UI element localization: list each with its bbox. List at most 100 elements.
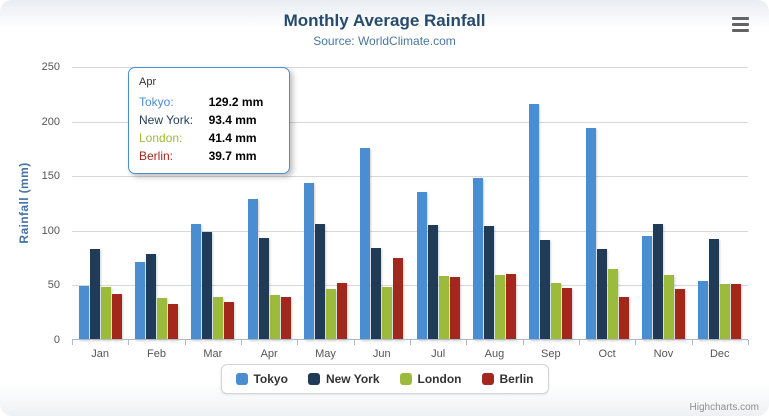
bar-new-york-apr[interactable] xyxy=(258,238,269,340)
x-axis-tick-label: Nov xyxy=(653,348,674,360)
legend-item-london[interactable]: London xyxy=(399,372,462,386)
bar-tokyo-aug[interactable] xyxy=(472,178,483,340)
legend-item-new-york[interactable]: New York xyxy=(307,372,380,386)
tooltip-series-name: Berlin: xyxy=(139,149,174,163)
bar-london-apr[interactable] xyxy=(269,295,280,340)
bar-berlin-apr[interactable] xyxy=(280,297,291,340)
bar-london-jan[interactable] xyxy=(100,287,111,340)
legend: Tokyo New York London Berlin xyxy=(220,364,549,394)
legend-swatch xyxy=(235,373,248,385)
tooltip-header: Apr xyxy=(139,76,157,88)
x-axis-tick-label: Jan xyxy=(91,348,110,360)
y-axis-tick-label: 50 xyxy=(47,279,60,292)
context-menu-button[interactable] xyxy=(727,13,753,35)
bar-new-york-dec[interactable] xyxy=(709,239,720,340)
bar-berlin-jul[interactable] xyxy=(449,277,460,340)
x-axis-tick-label: Mar xyxy=(203,348,223,360)
legend-label: Tokyo xyxy=(253,372,288,386)
bar-tokyo-sep[interactable] xyxy=(529,104,540,340)
tooltip: Apr Tokyo: 129.2 mm New York: 93.4 mm London… xyxy=(128,67,290,174)
bar-london-jul[interactable] xyxy=(438,276,449,340)
credits-link[interactable]: Highcharts.com xyxy=(689,402,759,413)
gridline xyxy=(72,121,748,123)
bar-london-aug[interactable] xyxy=(494,275,505,340)
bar-new-york-oct[interactable] xyxy=(596,249,607,340)
x-axis-tick-label: Apr xyxy=(260,348,278,360)
bar-berlin-oct[interactable] xyxy=(618,297,629,340)
bar-new-york-jan[interactable] xyxy=(89,249,100,340)
bar-london-dec[interactable] xyxy=(720,284,731,340)
bar-group-may xyxy=(297,67,353,340)
bar-tokyo-mar[interactable] xyxy=(191,224,202,340)
bar-berlin-jun[interactable] xyxy=(393,258,404,340)
bar-tokyo-oct[interactable] xyxy=(585,128,596,340)
tooltip-row-berlin: Berlin: 39.7 mm xyxy=(139,147,279,165)
x-axis-tick-label: Dec xyxy=(709,348,730,360)
bar-berlin-nov[interactable] xyxy=(674,289,685,340)
bar-berlin-jan[interactable] xyxy=(111,294,122,340)
legend-swatch xyxy=(307,373,320,385)
tooltip-row-new-york: New York: 93.4 mm xyxy=(139,111,279,129)
x-axis-tick-label: Feb xyxy=(147,348,166,360)
bar-london-jun[interactable] xyxy=(382,287,393,340)
bar-new-york-mar[interactable] xyxy=(202,232,213,340)
legend-item-tokyo[interactable]: Tokyo xyxy=(235,372,288,386)
y-axis-tick-label: 0 xyxy=(53,334,60,346)
legend-label: London xyxy=(417,372,462,386)
bar-london-oct[interactable] xyxy=(607,269,618,340)
tooltip-series-name: Tokyo: xyxy=(139,95,174,109)
bar-london-nov[interactable] xyxy=(663,275,674,340)
tooltip-row-tokyo: Tokyo: 129.2 mm xyxy=(139,93,279,111)
legend-label: New York xyxy=(325,372,380,386)
bar-london-mar[interactable] xyxy=(213,297,224,340)
bar-new-york-aug[interactable] xyxy=(483,226,494,340)
bar-new-york-feb[interactable] xyxy=(145,254,156,340)
bar-berlin-mar[interactable] xyxy=(224,302,235,340)
bars xyxy=(72,67,748,340)
bar-berlin-aug[interactable] xyxy=(505,274,516,340)
y-axis-labels: 0 50 100 150 200 250 xyxy=(0,61,64,346)
hamburger-icon xyxy=(731,22,749,26)
bar-tokyo-jan[interactable] xyxy=(78,286,89,340)
chart-subtitle: Source: WorldClimate.com xyxy=(313,34,456,48)
bar-group-nov xyxy=(635,67,691,340)
y-axis-tick-label: 150 xyxy=(41,170,60,183)
x-axis-line xyxy=(72,339,748,340)
x-axis-tick-label: Jul xyxy=(431,348,446,360)
bar-tokyo-jun[interactable] xyxy=(360,148,371,340)
bar-new-york-sep[interactable] xyxy=(540,240,551,340)
bar-new-york-jun[interactable] xyxy=(371,248,382,340)
gridline xyxy=(72,230,748,232)
bar-berlin-feb[interactable] xyxy=(167,304,178,340)
bar-new-york-nov[interactable] xyxy=(652,224,663,340)
bar-london-feb[interactable] xyxy=(156,298,167,340)
plot-area xyxy=(72,67,748,340)
tooltip-series-name: New York: xyxy=(139,113,194,127)
bar-tokyo-feb[interactable] xyxy=(134,262,145,340)
bar-tokyo-dec[interactable] xyxy=(698,281,709,340)
x-axis-tick-label: Aug xyxy=(484,348,505,360)
bar-group-jul xyxy=(410,67,466,340)
bar-group-jun xyxy=(354,67,410,340)
gridline xyxy=(72,67,748,68)
legend-item-berlin[interactable]: Berlin xyxy=(481,372,534,386)
bar-london-may[interactable] xyxy=(325,289,336,340)
bar-london-sep[interactable] xyxy=(551,283,562,340)
tooltip-table: Tokyo: 129.2 mm New York: 93.4 mm London: 41.… xyxy=(139,93,279,165)
bar-berlin-may[interactable] xyxy=(336,283,347,340)
bar-tokyo-apr[interactable] xyxy=(247,199,258,340)
bar-tokyo-jul[interactable] xyxy=(416,192,427,340)
bar-group-oct xyxy=(579,67,635,340)
bar-tokyo-nov[interactable] xyxy=(641,236,652,340)
gridline xyxy=(72,176,748,178)
x-axis-labels: Jan Feb Mar Apr May Jun Jul Aug Sep Oct Nov Dec xyxy=(72,348,748,360)
bar-group-sep xyxy=(523,67,579,340)
bar-berlin-dec[interactable] xyxy=(731,284,742,340)
bar-new-york-jul[interactable] xyxy=(427,225,438,340)
bar-berlin-sep[interactable] xyxy=(562,288,573,340)
bar-tokyo-may[interactable] xyxy=(303,183,314,340)
x-axis-tick-label: Jun xyxy=(372,348,391,360)
bar-new-york-may[interactable] xyxy=(314,224,325,340)
legend-label: Berlin xyxy=(499,372,534,386)
